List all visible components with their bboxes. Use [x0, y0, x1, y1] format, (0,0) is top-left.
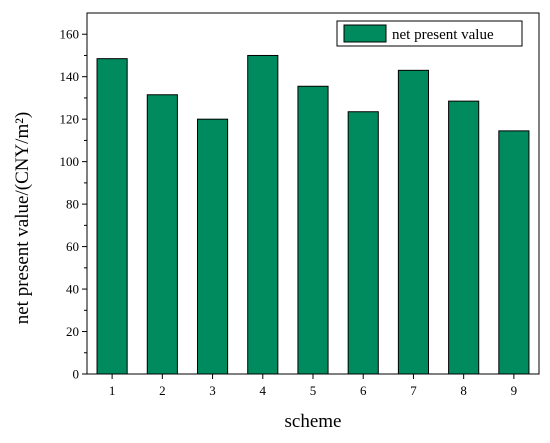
y-tick-label: 80	[66, 197, 79, 212]
legend-swatch	[343, 24, 387, 43]
x-tick-label: 7	[410, 383, 417, 398]
legend-label: net present value	[392, 27, 494, 43]
legend: net present value	[336, 20, 523, 47]
y-tick-label: 120	[60, 112, 80, 127]
y-tick-label: 20	[66, 324, 79, 339]
bar-8	[448, 100, 480, 375]
bar-9	[498, 130, 530, 375]
x-tick-label: 2	[159, 383, 166, 398]
x-axis: 1 2 3 4 5 6 7 8 9	[109, 374, 517, 398]
x-tick-label: 9	[511, 383, 518, 398]
x-tick-label: 5	[310, 383, 317, 398]
x-axis-title: scheme	[285, 411, 342, 432]
y-axis: 0 20 40 60 80 100 120 140 160	[60, 27, 87, 382]
bar-3	[196, 118, 229, 375]
bar-5	[297, 85, 329, 375]
x-tick-label: 3	[209, 383, 216, 398]
y-tick-label: 100	[60, 154, 80, 169]
x-tick-label: 1	[109, 383, 116, 398]
y-axis-title: net present value/(CNY/m²)	[12, 112, 33, 325]
bars-group	[96, 54, 530, 375]
y-tick-label: 160	[60, 27, 80, 42]
bar-1	[96, 58, 128, 375]
bar-4	[247, 54, 279, 375]
y-tick-label: 40	[66, 282, 79, 297]
x-tick-label: 6	[360, 383, 367, 398]
bar-2	[146, 94, 178, 375]
y-tick-label: 0	[73, 367, 80, 382]
x-tick-label: 8	[460, 383, 467, 398]
bar-6	[347, 111, 379, 375]
y-tick-label: 140	[60, 69, 80, 84]
x-tick-label: 4	[260, 383, 267, 398]
y-tick-label: 60	[66, 239, 79, 254]
bar-7	[397, 69, 430, 375]
